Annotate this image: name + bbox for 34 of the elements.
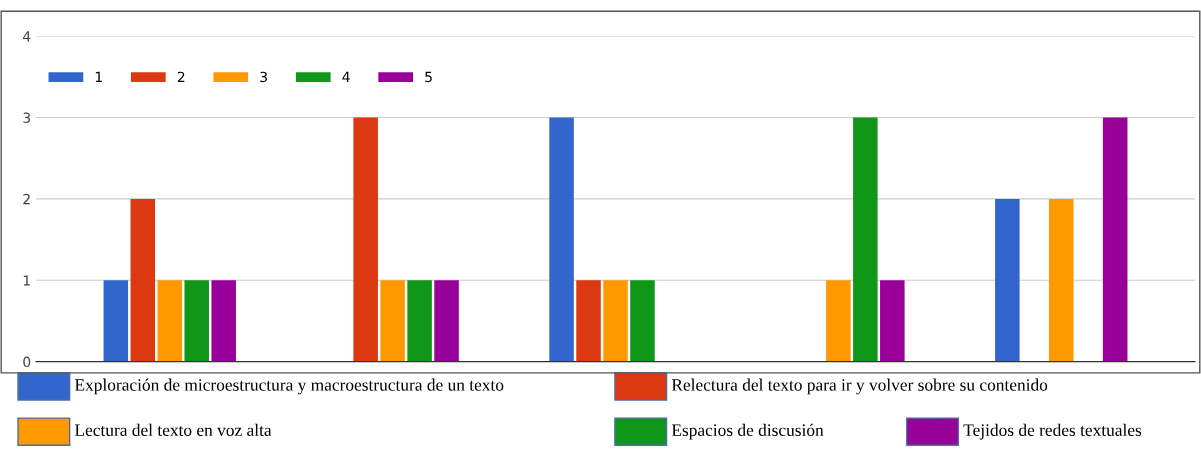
bar (853, 117, 878, 362)
bar (353, 117, 378, 362)
bar (826, 280, 851, 362)
bar (549, 117, 574, 362)
bar (603, 280, 628, 362)
bar (630, 280, 655, 362)
legend-label: 4 (342, 71, 350, 82)
bar (995, 198, 1020, 362)
bar (1049, 198, 1074, 362)
bar (130, 198, 156, 362)
text: Lectura del texto en voz alta (74, 423, 272, 437)
bar (157, 280, 183, 362)
legend-label: 5 (425, 71, 432, 83)
y-tick-label: 1 (23, 275, 30, 286)
legend-label: 2 (177, 71, 185, 82)
y-tick-label: 4 (23, 31, 31, 42)
y-tick-label: 2 (23, 193, 30, 205)
text: Relectura del texto para ir y volver sobre su contenido (671, 378, 1048, 395)
bar (407, 280, 432, 362)
y-tick-label: 0 (23, 356, 31, 368)
bar (1102, 117, 1128, 362)
bar (380, 280, 405, 362)
bar (211, 280, 236, 362)
bar (576, 280, 601, 362)
y-tick-label: 3 (23, 112, 31, 123)
legend-label: 3 (260, 71, 267, 83)
bar (880, 280, 905, 362)
text: Espacios de discusión (671, 423, 824, 440)
legend-label: 1 (95, 71, 102, 82)
bar (184, 280, 209, 362)
bar (434, 280, 459, 362)
text: Exploración de microestructura y macroestructura de un texto (74, 378, 504, 395)
text: Tejidos de redes textuales (963, 423, 1142, 440)
bar (103, 280, 129, 362)
